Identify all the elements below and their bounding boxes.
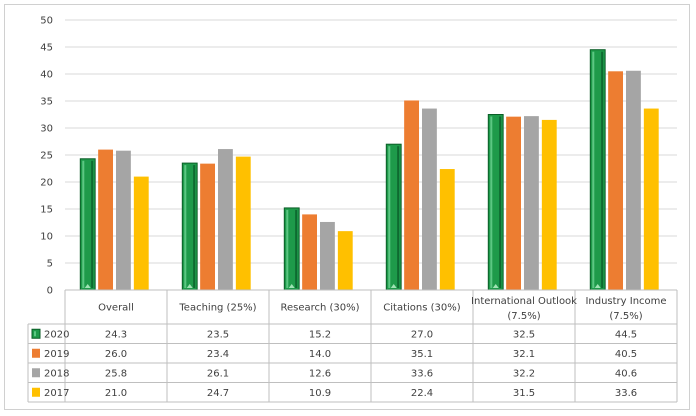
bar-2019 <box>506 116 521 290</box>
bar-highlight <box>82 160 85 288</box>
y-tick-label: 40 <box>40 70 53 81</box>
bar-2017 <box>439 169 455 290</box>
category-label: Research (30%) <box>280 303 359 314</box>
y-tick-label: 10 <box>40 232 53 243</box>
data-label: 14.0 <box>309 349 331 360</box>
bar-2017 <box>133 176 149 290</box>
data-label: 10.9 <box>309 388 331 399</box>
bar-shade <box>91 160 94 288</box>
data-label: 22.4 <box>411 388 433 399</box>
data-label: 44.5 <box>615 329 637 340</box>
data-label: 33.6 <box>615 388 637 399</box>
data-label: 12.6 <box>309 368 331 379</box>
data-label: 33.6 <box>411 368 433 379</box>
bar-2017 <box>643 108 659 290</box>
bar-2019 <box>200 163 215 290</box>
y-tick-label: 15 <box>40 205 53 216</box>
data-label: 32.2 <box>513 368 535 379</box>
bar-marker <box>288 284 295 288</box>
category-label: International Outlook <box>471 296 577 307</box>
bar-2017 <box>235 156 251 290</box>
legend-label: 2017 <box>44 388 69 399</box>
category-label: Teaching (25%) <box>178 303 256 314</box>
bar-2018 <box>116 150 131 290</box>
bar-highlight <box>388 146 391 288</box>
legend-key-highlight <box>34 331 36 337</box>
data-label: 24.7 <box>207 388 229 399</box>
bar-2017 <box>541 119 557 291</box>
bar-marker <box>390 284 397 288</box>
category-label: Citations (30%) <box>383 303 460 314</box>
data-label: 40.6 <box>615 368 637 379</box>
bar-marker <box>594 284 601 288</box>
data-label: 25.8 <box>105 368 127 379</box>
legend-label: 2018 <box>44 368 69 379</box>
bar-marker <box>492 284 499 288</box>
y-tick-label: 30 <box>40 124 53 135</box>
bar-marker <box>84 284 91 288</box>
legend-label: 2020 <box>44 329 69 340</box>
category-label: Overall <box>98 303 134 314</box>
data-label: 32.1 <box>513 349 535 360</box>
data-label: 21.0 <box>105 388 127 399</box>
bar-highlight <box>286 209 289 288</box>
bar-2018 <box>320 221 335 290</box>
bar-2018 <box>626 70 641 290</box>
data-label: 40.5 <box>615 349 637 360</box>
bar-shade <box>397 146 400 288</box>
legend-key-2017 <box>32 387 40 397</box>
bar-shade <box>601 51 604 289</box>
y-tick-label: 50 <box>40 16 53 27</box>
data-label: 32.5 <box>513 329 535 340</box>
data-label: 26.0 <box>105 349 127 360</box>
data-label: 15.2 <box>309 329 331 340</box>
data-label: 35.1 <box>411 349 433 360</box>
data-label: 23.4 <box>207 349 229 360</box>
bar-2017 <box>337 231 353 290</box>
legend-key-2019 <box>32 348 40 358</box>
y-tick-label: 20 <box>40 178 53 189</box>
bar-shade <box>499 116 502 288</box>
bar-2019 <box>608 71 623 290</box>
data-label: 23.5 <box>207 329 229 340</box>
data-label: 27.0 <box>411 329 433 340</box>
bar-highlight <box>592 51 595 289</box>
y-tick-label: 5 <box>47 259 53 270</box>
bar-shade <box>193 165 196 288</box>
legend-key-2018 <box>32 368 40 378</box>
category-label: (7.5%) <box>507 311 540 322</box>
bar-2019 <box>404 100 419 291</box>
y-tick-label: 0 <box>47 286 53 297</box>
data-label: 31.5 <box>513 388 535 399</box>
bar-highlight <box>490 116 493 288</box>
y-tick-label: 25 <box>40 151 53 162</box>
y-tick-label: 45 <box>40 43 53 54</box>
bar-2019 <box>302 214 317 290</box>
y-tick-label: 35 <box>40 97 53 108</box>
legend-label: 2019 <box>44 349 69 360</box>
data-label: 26.1 <box>207 368 229 379</box>
category-label: (7.5%) <box>609 311 642 322</box>
category-label: Industry Income <box>585 296 666 307</box>
bar-2018 <box>422 108 437 290</box>
bar-highlight <box>184 165 187 288</box>
data-label: 24.3 <box>105 329 127 340</box>
bar-2018 <box>218 149 233 290</box>
bar-2018 <box>524 116 539 291</box>
bar-shade <box>295 209 298 288</box>
bar-2019 <box>98 149 113 290</box>
bar-marker <box>186 284 193 288</box>
